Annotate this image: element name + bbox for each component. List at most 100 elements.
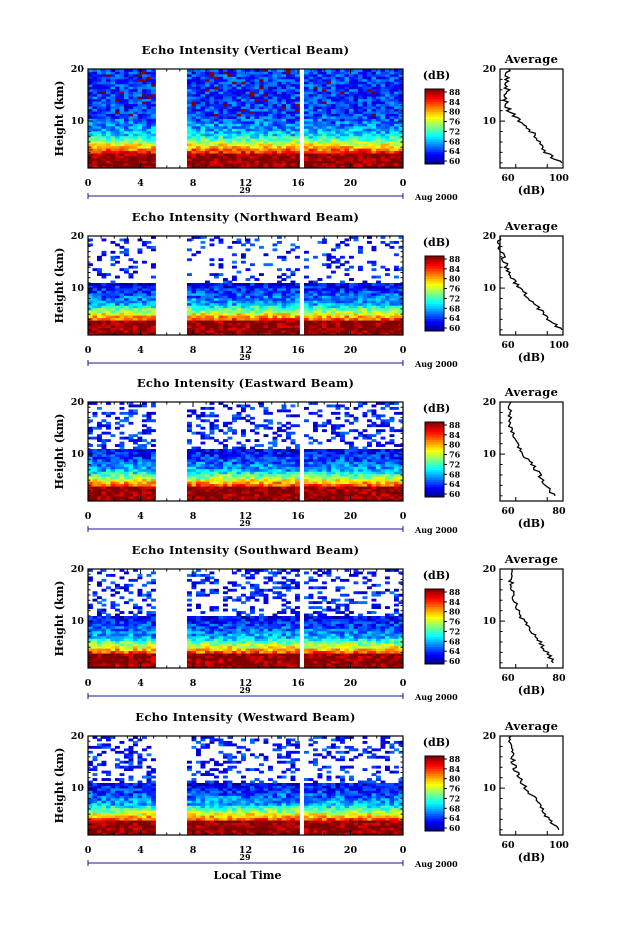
colorbar-segment [425,654,444,657]
colorbar-segment [425,614,444,617]
colorbar-tick-label: 68 [449,636,461,646]
colorbar-segment [425,304,444,307]
average-x-tick-label: 60 [501,173,515,184]
x-tick-label: 16 [291,845,305,856]
colorbar-segment [425,279,444,282]
colorbar-segment [425,472,444,475]
x-tick-label: 0 [400,845,407,856]
average-frame [500,236,563,335]
colorbar-segment [425,629,444,632]
colorbar-tick-label: 80 [449,607,461,617]
date-month-year: Aug 2000 [414,859,458,869]
colorbar-tick-label: 64 [449,146,461,156]
colorbar-segment [425,490,444,493]
x-tick-label: 0 [85,511,92,522]
average-profile-line [509,736,559,830]
colorbar-segment [425,157,444,160]
colorbar-tick-label: 88 [449,754,461,764]
average-x-tick-label: 80 [552,506,566,517]
colorbar-tick-label: 84 [449,597,461,607]
average-y-tick-label: 20 [483,397,497,408]
average-title: Average [504,385,558,399]
colorbar-segment [425,806,444,809]
colorbar-segment [425,627,444,630]
colorbar-tick-label: 64 [449,479,461,489]
colorbar-segment [425,814,444,817]
colorbar-segment [425,599,444,602]
colorbar-segment [425,117,444,120]
average-y-tick-label: 10 [483,449,497,460]
colorbar-segment [425,129,444,132]
average-x-label: (dB) [518,851,545,864]
colorbar-tick-label: 76 [449,284,461,294]
colorbar-tick-label: 80 [449,107,461,117]
colorbar-segment [425,437,444,440]
colorbar-segment [425,274,444,277]
colorbar-segment [425,819,444,822]
colorbar-segment [425,104,444,107]
colorbar-segment [425,261,444,264]
colorbar-segment [425,149,444,152]
average-x-tick-label: 100 [549,340,569,351]
colorbar-segment [425,326,444,329]
colorbar-segment [425,144,444,147]
x-tick-label: 0 [400,511,407,522]
colorbar-segment [425,462,444,465]
average-x-label: (dB) [518,351,545,364]
date-day: 29 [239,518,251,528]
average-y-tick-label: 10 [483,283,497,294]
colorbar-segment [425,644,444,647]
colorbar-segment [425,609,444,612]
colorbar-segment [425,427,444,430]
average-profile-line [503,69,562,163]
average-y-tick-label: 20 [483,231,497,242]
colorbar-segment [425,624,444,627]
colorbar-segment [425,299,444,302]
colorbar-tick-label: 88 [449,254,461,264]
colorbar-segment [425,809,444,812]
x-tick-label: 20 [344,511,358,522]
colorbar-segment [425,632,444,635]
colorbar-segment [425,114,444,117]
date-day: 29 [239,852,251,862]
colorbar-tick-label: 76 [449,450,461,460]
colorbar-segment [425,657,444,660]
panel-2: Echo Intensity (Eastward Beam)2010Height… [53,376,566,535]
colorbar-segment [425,480,444,483]
colorbar-tick-label: 76 [449,784,461,794]
colorbar-segment [425,602,444,605]
colorbar-segment [425,811,444,814]
colorbar-segment [425,281,444,284]
colorbar-segment [425,804,444,807]
x-tick-label: 4 [137,845,144,856]
colorbar-segment [425,97,444,100]
average-x-tick-label: 100 [549,840,569,851]
date-month-year: Aug 2000 [414,525,458,535]
x-tick-label: 20 [344,178,358,189]
colorbar-segment [425,452,444,455]
heatmap-cells [88,69,403,168]
x-tick-label: 8 [190,345,197,356]
colorbar-segment [425,791,444,794]
colorbar-segment [425,642,444,645]
colorbar-segment [425,467,444,470]
date-month-year: Aug 2000 [414,692,458,702]
colorbar-segment [425,301,444,304]
colorbar-segment [425,786,444,789]
x-tick-label: 20 [344,678,358,689]
average-x-tick-label: 60 [501,340,515,351]
colorbar-segment [425,137,444,140]
colorbar-segment [425,482,444,485]
colorbar-segment [425,789,444,792]
average-title: Average [504,552,558,566]
colorbar-segment [425,619,444,622]
average-x-tick-label: 80 [552,673,566,684]
colorbar-tick-label: 68 [449,803,461,813]
colorbar-segment [425,109,444,112]
panel-title: Echo Intensity (Westward Beam) [135,710,355,724]
colorbar-segment [425,447,444,450]
date-day: 29 [239,685,251,695]
colorbar-segment [425,289,444,292]
colorbar-segment [425,435,444,438]
